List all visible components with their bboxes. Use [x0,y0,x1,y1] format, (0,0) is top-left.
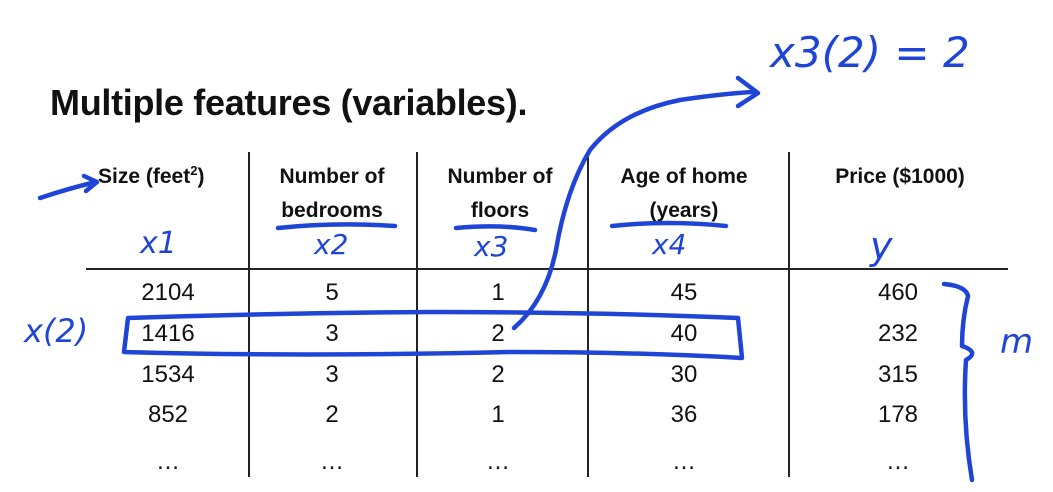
table-cell: 3 [325,320,339,347]
table-cell: … [320,448,344,475]
table-cell: 30 [670,361,698,388]
table-cell: 45 [670,279,698,306]
pointer-arrow-icon [37,173,100,201]
table-cell: 178 [877,401,919,428]
table-cell: … [886,448,910,475]
feature-label-x4: x4 [652,228,687,261]
header-bedrooms: Number of bedrooms [279,165,385,222]
feature-label-x1: x1 [140,226,177,261]
table-cell: 232 [877,320,919,347]
table-cell: … [486,448,510,475]
column-divider [416,152,418,477]
table-cell: 315 [877,361,919,388]
target-label-y: y [870,224,893,268]
column-divider [587,152,589,477]
table-cell: 2104 [141,279,195,306]
table-cell: … [156,448,180,475]
formula-annotation: x3(2) = 2 [770,28,970,77]
table-cell: … [672,448,696,475]
count-label: m [1000,322,1034,362]
arrow-head-icon [735,75,761,109]
slide-title: Multiple features (variables). [50,82,528,123]
feature-label-x2: x2 [314,228,349,261]
header-age: Age of home (years) [620,165,748,222]
header-size: Size (feet2) [98,163,205,188]
table-cell: 1416 [141,320,195,347]
column-divider [248,152,250,477]
table-cell: 3 [325,361,339,388]
table-cell: 2 [491,320,505,347]
table-cell: 1534 [141,361,195,388]
row-label: x(2) [24,312,89,350]
table-cell: 5 [325,279,339,306]
header-price: Price ($1000) [835,165,965,188]
table-cell: 36 [670,401,698,428]
table-cell: 852 [147,401,189,428]
table-cell: 1 [491,401,505,428]
table-cell: 2 [325,401,339,428]
header-floors: Number of floors [447,165,553,222]
table-cell: 40 [670,320,698,347]
table-cell: 460 [877,279,919,306]
feature-label-x3: x3 [474,230,509,263]
header-divider [86,268,1008,270]
table-cell: 2 [491,361,505,388]
table-cell: 1 [491,279,505,306]
column-divider [788,152,790,477]
